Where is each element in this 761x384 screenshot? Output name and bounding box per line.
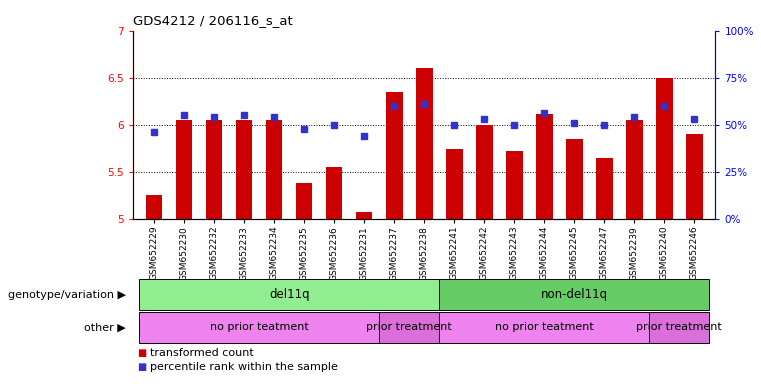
- Bar: [506, 151, 523, 219]
- Bar: [536, 114, 552, 219]
- Bar: [296, 183, 313, 219]
- Bar: [356, 212, 372, 219]
- Bar: [416, 68, 432, 219]
- Text: other ▶: other ▶: [84, 322, 126, 333]
- Text: ■: ■: [137, 348, 146, 358]
- Bar: [386, 92, 403, 219]
- Bar: [439, 279, 709, 310]
- Bar: [139, 279, 439, 310]
- Text: del11q: del11q: [269, 288, 310, 301]
- Text: prior treatment: prior treatment: [366, 322, 452, 333]
- Bar: [446, 149, 463, 219]
- Text: transformed count: transformed count: [150, 348, 253, 358]
- Bar: [176, 120, 193, 219]
- Bar: [379, 312, 439, 343]
- Bar: [656, 78, 673, 219]
- Bar: [439, 312, 649, 343]
- Text: ■: ■: [137, 362, 146, 372]
- Bar: [649, 312, 709, 343]
- Bar: [686, 134, 702, 219]
- Text: GDS4212 / 206116_s_at: GDS4212 / 206116_s_at: [133, 14, 293, 27]
- Bar: [146, 195, 162, 219]
- Bar: [139, 312, 379, 343]
- Bar: [206, 120, 222, 219]
- Text: prior treatment: prior treatment: [636, 322, 722, 333]
- Bar: [326, 167, 342, 219]
- Text: percentile rank within the sample: percentile rank within the sample: [150, 362, 338, 372]
- Text: no prior teatment: no prior teatment: [210, 322, 309, 333]
- Bar: [596, 158, 613, 219]
- Bar: [476, 125, 492, 219]
- Bar: [566, 139, 583, 219]
- Text: no prior teatment: no prior teatment: [495, 322, 594, 333]
- Text: genotype/variation ▶: genotype/variation ▶: [8, 290, 126, 300]
- Bar: [266, 120, 282, 219]
- Text: non-del11q: non-del11q: [541, 288, 608, 301]
- Bar: [626, 120, 642, 219]
- Bar: [236, 120, 253, 219]
